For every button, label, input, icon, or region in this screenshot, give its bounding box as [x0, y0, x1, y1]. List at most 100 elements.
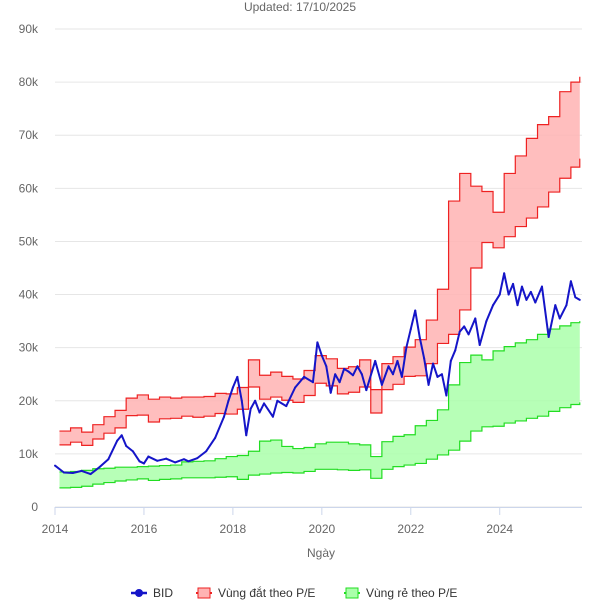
bid-point	[196, 457, 199, 460]
bid-point	[294, 386, 297, 389]
bid-point	[503, 272, 506, 275]
bid-point	[414, 309, 417, 312]
cheap-band-upper-line	[59, 321, 581, 473]
bid-point	[254, 399, 257, 402]
legend-cheap-label: Vùng rẻ theo P/E	[366, 586, 457, 600]
bid-point	[120, 434, 123, 437]
bid-point	[474, 317, 477, 320]
bid-point	[492, 304, 495, 307]
y-tick-label: 60k	[19, 181, 39, 195]
legend-bid-marker-icon	[135, 589, 143, 597]
bid-point	[445, 394, 448, 397]
expensive-pe-band	[59, 76, 581, 446]
bid-point	[222, 415, 225, 418]
bid-point	[325, 365, 328, 368]
x-tick-label: 2014	[42, 522, 69, 536]
bid-point	[365, 389, 368, 392]
x-tick-label: 2024	[486, 522, 513, 536]
bid-point	[285, 405, 288, 408]
bid-point	[558, 317, 561, 320]
bid-point	[240, 399, 243, 402]
bid-point	[391, 373, 394, 376]
bid-point	[520, 285, 523, 288]
legend-item-bid[interactable]: BID	[131, 586, 173, 600]
bid-point	[454, 349, 457, 352]
chart-subtitle: Updated: 17/10/2025	[243, 0, 357, 14]
bid-point	[540, 285, 543, 288]
bid-point	[400, 375, 403, 378]
bid-point	[107, 458, 110, 461]
bid-point	[227, 399, 230, 402]
y-tick-label: 20k	[19, 394, 39, 408]
bid-point	[565, 304, 568, 307]
bid-point	[405, 346, 408, 349]
bid-point	[271, 415, 274, 418]
bid-point	[187, 460, 190, 463]
bid-point	[71, 472, 74, 475]
bid-point	[356, 365, 359, 368]
bid-point	[374, 359, 377, 362]
bid-point	[351, 374, 354, 377]
expensive-band-lower-line	[59, 158, 581, 446]
y-tick-label: 90k	[19, 22, 39, 36]
x-tick-label: 2022	[397, 522, 424, 536]
bid-point	[427, 383, 430, 386]
legend-item-cheap[interactable]: Vùng rẻ theo P/E	[344, 586, 457, 600]
bid-point	[316, 341, 319, 344]
expensive-band-fill	[59, 76, 580, 446]
bid-point	[547, 336, 550, 339]
cheap-band-fill	[59, 321, 580, 488]
bid-point	[578, 298, 581, 301]
bid-point	[458, 330, 461, 333]
bid-point	[387, 365, 390, 368]
bid-point	[263, 402, 266, 405]
legend-cheap-swatch-icon	[345, 587, 359, 599]
bid-point	[276, 399, 279, 402]
bid-point	[516, 304, 519, 307]
bid-point	[147, 455, 150, 458]
bid-point	[507, 293, 510, 296]
bid-point	[463, 325, 466, 328]
bid-point	[62, 471, 65, 474]
bid-point	[534, 301, 537, 304]
bid-point	[165, 457, 168, 460]
bid-point	[569, 280, 572, 283]
y-tick-label: 70k	[19, 128, 39, 142]
bid-point	[245, 434, 248, 437]
bid-point	[449, 359, 452, 362]
bid-point	[231, 386, 234, 389]
bid-point	[258, 411, 261, 414]
bid-point	[360, 373, 363, 376]
bid-point	[338, 381, 341, 384]
y-tick-label: 80k	[19, 75, 39, 89]
bid-point	[396, 359, 399, 362]
bid-point	[131, 450, 134, 453]
y-tick-label: 30k	[19, 341, 39, 355]
expensive-band-upper-line	[59, 76, 581, 433]
legend-bid-label: BID	[153, 586, 173, 600]
cheap-pe-band	[59, 321, 581, 489]
y-tick-label: 0	[31, 500, 38, 514]
bid-point	[347, 370, 350, 373]
x-axis-ticks: 2014 2016 2018 2020 2022 2024	[42, 507, 513, 536]
bid-point	[485, 320, 488, 323]
bid-point	[116, 439, 119, 442]
bid-point	[138, 460, 141, 463]
y-tick-label: 50k	[19, 234, 39, 248]
x-tick-label: 2016	[131, 522, 158, 536]
bid-point	[432, 362, 435, 365]
bid-point	[478, 344, 481, 347]
bid-point	[156, 459, 159, 462]
bid-point	[174, 461, 177, 464]
bid-point	[303, 375, 306, 378]
bid-point	[418, 336, 421, 339]
bid-price-line	[54, 272, 581, 476]
bid-point	[409, 328, 412, 331]
bid-point	[249, 407, 252, 410]
bid-point	[529, 290, 532, 293]
bid-point	[236, 375, 239, 378]
bid-point	[311, 381, 314, 384]
legend-item-expensive[interactable]: Vùng đắt theo P/E	[196, 585, 315, 600]
grid-lines	[55, 28, 582, 508]
bid-point	[380, 383, 383, 386]
